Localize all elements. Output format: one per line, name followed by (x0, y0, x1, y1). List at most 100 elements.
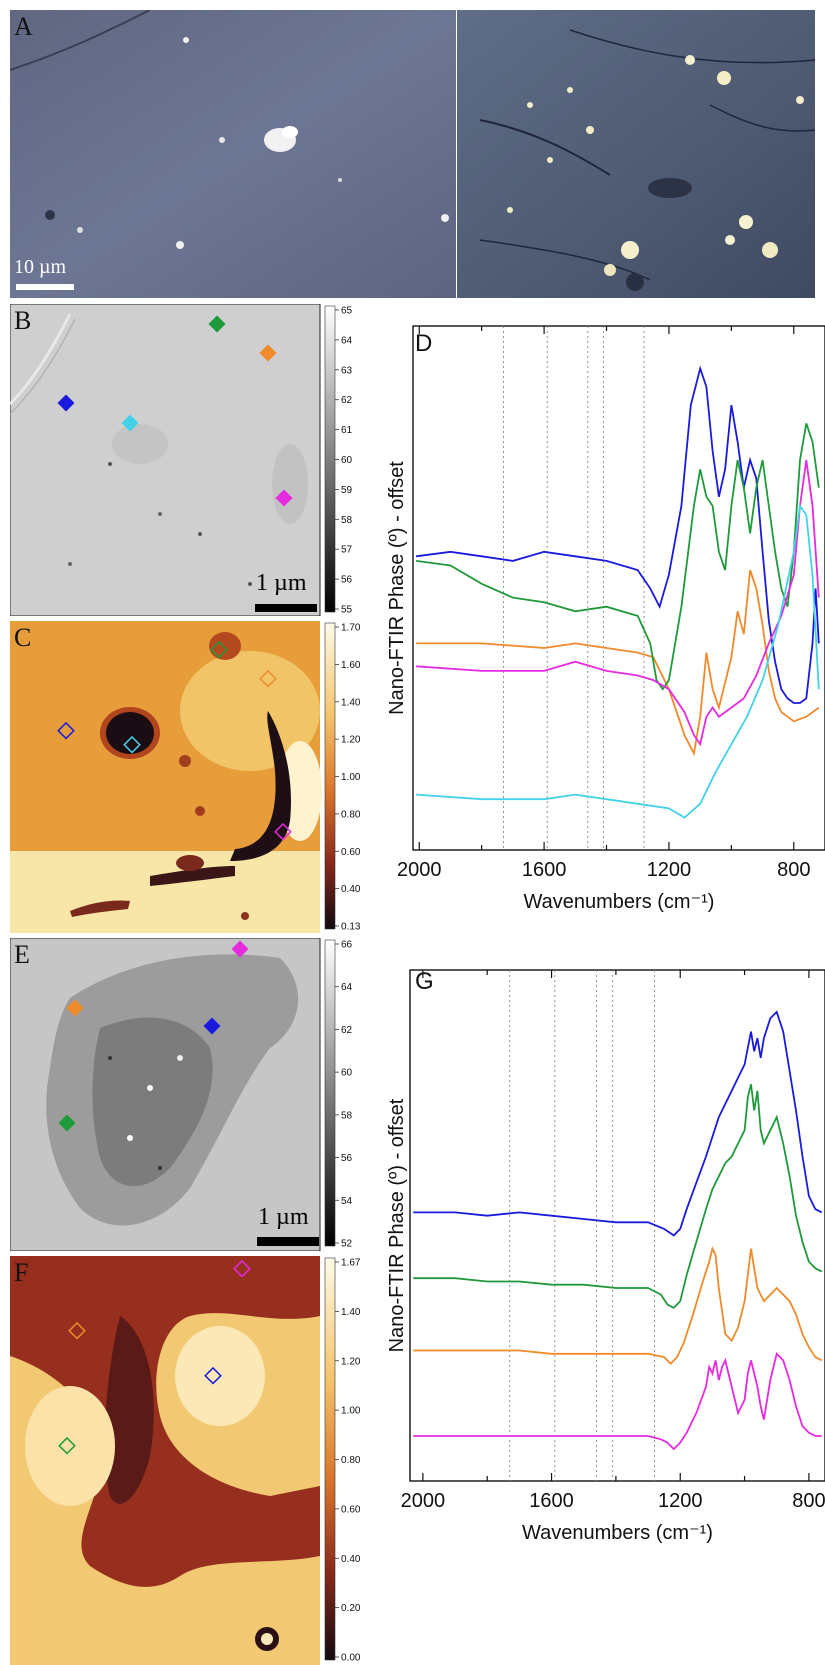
colorbar-tick-label: 54 (341, 1196, 353, 1207)
colorbar-tick-label: 66 (341, 940, 353, 951)
y-axis-label: Nano-FTIR Phase (º) - offset (386, 1098, 408, 1352)
colorbar-tick-label: 56 (341, 1153, 353, 1164)
marker-magenta (275, 489, 293, 507)
colorbar-tick-label: 0.40 (341, 884, 361, 895)
panel-e-afm-phase: 66 64 62 60 58 56 54 52 E 1 µm (10, 938, 370, 1251)
marker-magenta (231, 940, 249, 958)
x-axis-label: Wavenumbers (cm⁻¹) (522, 1522, 713, 1544)
colorbar-tick-label: 62 (341, 1025, 353, 1036)
panel-label-f: F (14, 1258, 29, 1287)
colorbar-tick-label: 1.40 (341, 1307, 361, 1318)
marker-blue (57, 721, 75, 740)
spectrum-series (413, 1245, 823, 1365)
colorbar-tick-label: 0.20 (341, 1603, 361, 1614)
colorbar-tick-label: 0.80 (341, 1455, 361, 1466)
colorbar-b-ticks: 65 64 63 62 61 60 59 58 57 56 55 (335, 306, 353, 616)
panel-a-optical-images: A 10 µm (10, 10, 815, 298)
spectrum-series (416, 503, 820, 819)
colorbar-tick-label: 1.20 (341, 735, 361, 746)
marker-green (210, 640, 228, 659)
spectrum-series (413, 1083, 823, 1309)
x-tick-label: 2000 (401, 1490, 446, 1512)
plot-frame (409, 969, 825, 1482)
spectrum-series (416, 459, 820, 747)
spectrum-series (416, 569, 820, 757)
colorbar-tick-label: 52 (341, 1239, 353, 1250)
colorbar-tick-label: 0.80 (341, 809, 361, 820)
scale-bar-b (255, 604, 317, 612)
x-tick-label: 1200 (647, 859, 692, 881)
colorbar-tick-label: 64 (341, 335, 353, 346)
colorbar-tick-label: 1.00 (341, 1406, 361, 1417)
panel-d-spectra: 2000 1600 1200 800 Wavenumbers (cm⁻¹) Nano-FT… (375, 304, 825, 934)
colorbar-tick-label: 60 (341, 1068, 353, 1079)
colorbar-tick-label: 0.13 (341, 922, 361, 933)
marker-orange (68, 1321, 86, 1340)
panel-a-image (10, 10, 815, 298)
panel-label-a: A (14, 12, 33, 41)
colorbar-tick-label: 0.00 (341, 1653, 361, 1664)
x-tick-label: 1200 (658, 1490, 703, 1512)
colorbar-b (324, 305, 336, 613)
panel-b-image: 65 64 63 62 61 60 59 58 57 56 55 (10, 304, 353, 616)
panel-label-b: B (14, 306, 32, 335)
spectrum-series (413, 1352, 822, 1451)
colorbar-tick-label: 1.60 (341, 660, 361, 671)
colorbar-tick-label: 62 (341, 395, 353, 406)
colorbar-tick-label: 0.60 (341, 1504, 361, 1515)
panel-f-image: 1.67 1.40 1.20 1.00 0.80 0.60 0.40 0.20 0.00 (10, 1256, 361, 1665)
x-tick-label: 800 (792, 1490, 825, 1512)
spectrum-series (415, 365, 820, 704)
colorbar-tick-label: 1.00 (341, 772, 361, 783)
marker-green (58, 1436, 76, 1455)
colorbar-tick-label: 1.40 (341, 697, 361, 708)
colorbar-tick-label: 56 (341, 575, 353, 586)
colorbar-c (324, 622, 336, 930)
colorbar-tick-label: 1.20 (341, 1356, 361, 1367)
spectrum-series (413, 1010, 823, 1237)
colorbar-tick-label: 58 (341, 1110, 353, 1121)
x-tick-label: 1600 (529, 1490, 574, 1512)
colorbar-tick-label: 60 (341, 455, 353, 466)
optical-image-left (10, 10, 456, 298)
spectra-chart-d: 2000 1600 1200 800 Wavenumbers (cm⁻¹) Nano-FT… (386, 325, 825, 913)
marker-orange (259, 669, 277, 688)
panel-c-image: 1.70 1.60 1.40 1.20 1.00 0.80 0.60 0.40 0.13 (10, 621, 361, 933)
colorbar-c-ticks: 1.70 1.60 1.40 1.20 1.00 0.80 0.60 0.40 0.13 (335, 623, 361, 933)
scale-text-e: 1 µm (258, 1204, 309, 1230)
marker-orange (66, 999, 84, 1017)
colorbar-e (324, 939, 336, 1247)
colorbar-tick-label: 0.40 (341, 1554, 361, 1565)
colorbar-f-ticks: 1.67 1.40 1.20 1.00 0.80 0.60 0.40 0.20 0.00 (335, 1258, 361, 1664)
colorbar-tick-label: 61 (341, 425, 353, 436)
panel-label-c: C (14, 623, 32, 652)
colorbar-tick-label: 59 (341, 485, 353, 496)
scale-bar-a (16, 284, 74, 290)
panel-label-d: D (415, 330, 433, 357)
panel-e-image: 66 64 62 60 58 56 54 52 (10, 938, 353, 1251)
colorbar-tick-label: 0.60 (341, 847, 361, 858)
marker-magenta (233, 1259, 251, 1278)
marker-cyan (123, 735, 141, 754)
scale-bar-e (257, 1237, 319, 1246)
panel-b-afm-phase: 65 64 63 62 61 60 59 58 57 56 55 B 1 µm (10, 304, 370, 616)
x-axis-label: Wavenumbers (cm⁻¹) (524, 891, 715, 913)
scale-text-b: 1 µm (256, 570, 307, 596)
panel-c-amplitude: 1.70 1.60 1.40 1.20 1.00 0.80 0.60 0.40 0.13 C (10, 621, 370, 933)
colorbar-tick-label: 63 (341, 365, 353, 376)
scale-text-a: 10 µm (14, 256, 67, 278)
x-tick-label: 2000 (397, 859, 442, 881)
colorbar-tick-label: 55 (341, 605, 353, 616)
colorbar-tick-label: 1.67 (341, 1258, 361, 1269)
x-tick-label: 800 (777, 859, 810, 881)
colorbar-tick-label: 57 (341, 545, 353, 556)
colorbar-tick-label: 58 (341, 515, 353, 526)
panel-label-g: G (415, 968, 434, 995)
marker-blue (204, 1366, 222, 1385)
plot-frame (412, 325, 825, 851)
colorbar-e-ticks: 66 64 62 60 58 56 54 52 (335, 940, 353, 1250)
colorbar-f (324, 1257, 336, 1661)
colorbar-tick-label: 1.70 (341, 623, 361, 634)
panel-f-amplitude: 1.67 1.40 1.20 1.00 0.80 0.60 0.40 0.20 0.00 F (10, 1256, 370, 1665)
marker-magenta (274, 822, 292, 841)
